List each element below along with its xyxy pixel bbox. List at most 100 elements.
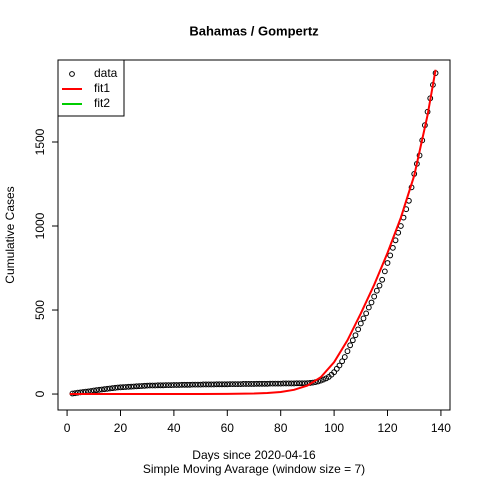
- data-point: [211, 381, 217, 388]
- y-tick-label: 500: [33, 300, 47, 320]
- data-point: [253, 380, 260, 387]
- data-point: [98, 386, 105, 393]
- data-point: [248, 381, 255, 387]
- data-point: [240, 381, 247, 387]
- data-point: [216, 381, 223, 388]
- data-point: [344, 348, 351, 355]
- data-point: [357, 320, 364, 327]
- x-tick-label: 60: [221, 421, 235, 435]
- data-point: [269, 380, 276, 387]
- data-point: [299, 380, 305, 387]
- data-point: [154, 382, 161, 389]
- data-point: [157, 382, 164, 389]
- data-point: [373, 287, 380, 294]
- data-point: [125, 383, 132, 390]
- data-point: [347, 342, 354, 349]
- data-point: [109, 385, 116, 392]
- data-point: [251, 381, 257, 387]
- data-point: [221, 381, 228, 388]
- data-point: [280, 380, 287, 387]
- data-point: [165, 382, 172, 389]
- data-point: [136, 383, 143, 390]
- chart-title: Bahamas / Gompertz: [189, 23, 319, 38]
- data-point: [320, 376, 327, 383]
- data-point: [128, 383, 135, 390]
- data-point: [187, 381, 193, 388]
- data-point: [227, 381, 233, 388]
- data-point: [160, 382, 167, 389]
- data-point: [336, 362, 343, 369]
- data-point: [181, 381, 188, 388]
- data-point: [122, 384, 129, 390]
- data-point: [114, 384, 121, 391]
- x-tick-label: 120: [377, 421, 397, 435]
- data-point: [264, 380, 271, 387]
- data-point: [387, 252, 394, 259]
- x-axis-label: Days since 2020-04-16: [192, 448, 316, 462]
- x-tick-label: 0: [64, 421, 71, 435]
- data-point: [259, 380, 265, 387]
- data-point: [219, 381, 225, 388]
- data-point: [112, 384, 119, 391]
- data-point: [275, 380, 281, 387]
- data-point: [237, 381, 244, 388]
- data-point: [261, 380, 268, 387]
- data-point: [288, 380, 295, 387]
- data-point: [381, 268, 388, 275]
- data-point: [104, 385, 111, 392]
- data-point: [106, 385, 113, 392]
- data-point: [200, 381, 207, 388]
- data-point: [363, 310, 370, 317]
- x-tick-label: 80: [274, 421, 288, 435]
- data-point: [384, 260, 391, 266]
- data-point: [365, 304, 372, 311]
- data-point: [272, 380, 279, 387]
- x-tick-label: 40: [167, 421, 181, 435]
- data-point: [379, 276, 386, 283]
- data-point: [120, 384, 127, 391]
- data-point: [349, 337, 356, 344]
- data-point: [74, 389, 81, 396]
- y-tick-label: 1000: [33, 212, 47, 239]
- data-point: [205, 381, 212, 388]
- data-point: [291, 380, 297, 387]
- y-tick-label: 1500: [33, 128, 47, 155]
- data-point: [256, 380, 263, 387]
- data-point: [93, 387, 100, 394]
- data-point: [213, 381, 220, 388]
- data-point: [90, 387, 97, 394]
- data-point: [141, 382, 148, 389]
- legend-symbol: [69, 71, 75, 77]
- data-point: [389, 244, 396, 251]
- data-point: [203, 381, 209, 388]
- data-point: [229, 381, 236, 388]
- y-tick-label: 0: [33, 390, 47, 397]
- x-tick-label: 100: [324, 421, 344, 435]
- legend-label: data: [94, 66, 118, 80]
- legend-label: fit1: [94, 81, 110, 95]
- y-axis-label: Cumulative Cases: [3, 186, 17, 283]
- data-point: [179, 381, 185, 388]
- legend-label: fit2: [94, 96, 110, 110]
- data-point: [285, 380, 292, 387]
- x-tick-label: 20: [114, 421, 128, 435]
- data-point: [376, 282, 383, 289]
- data-point: [162, 382, 169, 389]
- data-point: [208, 381, 215, 388]
- data-point: [96, 386, 103, 393]
- plot-box: [57, 59, 451, 411]
- data-point: [277, 380, 284, 387]
- data-point: [341, 354, 348, 360]
- data-point: [130, 383, 137, 390]
- data-point: [184, 381, 191, 388]
- data-point: [189, 381, 196, 388]
- data-point: [138, 383, 145, 389]
- data-point: [355, 326, 362, 333]
- data-point: [283, 380, 289, 387]
- data-point: [101, 386, 108, 393]
- data-point: [197, 381, 204, 388]
- data-point: [245, 381, 252, 387]
- data-point: [146, 382, 153, 389]
- data-point: [173, 382, 180, 388]
- data-point: [192, 381, 199, 388]
